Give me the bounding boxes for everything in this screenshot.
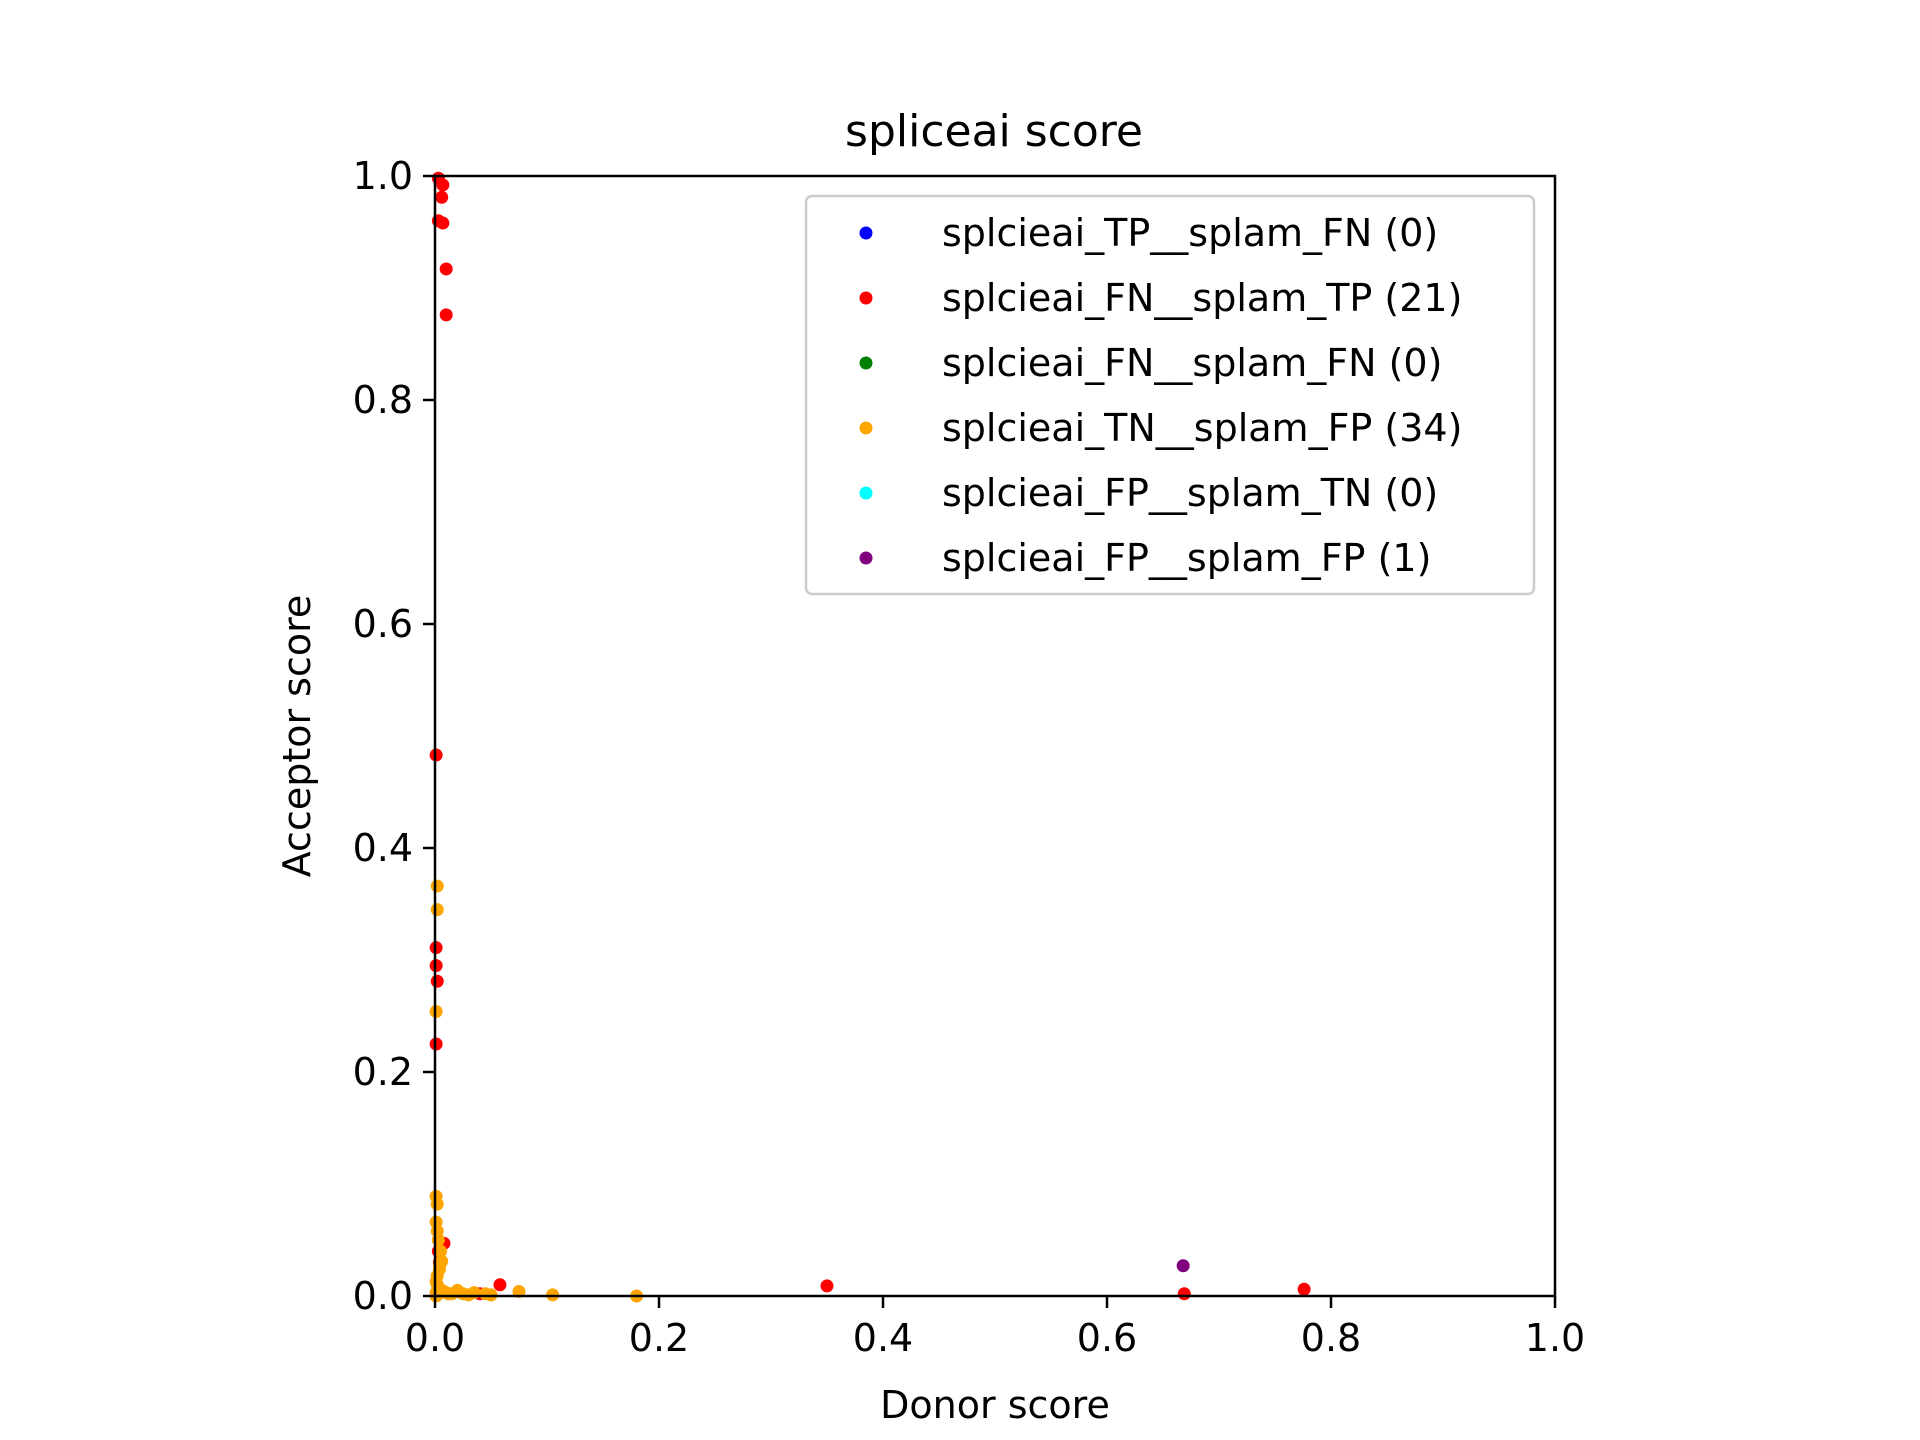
legend-series-name: splcieai_TN__splam_FP bbox=[942, 406, 1372, 450]
x-tick-label: 0.6 bbox=[1077, 1316, 1137, 1360]
legend-marker bbox=[859, 356, 873, 370]
scatter-point bbox=[1297, 1282, 1311, 1296]
legend-marker bbox=[859, 486, 873, 500]
legend-label: splcieai_FP__splam_TN (0) bbox=[942, 471, 1438, 515]
legend-series-count: (0) bbox=[1372, 211, 1438, 255]
legend-series-count: (21) bbox=[1372, 276, 1462, 320]
scatter-point bbox=[434, 1244, 448, 1258]
chart-title: spliceai score bbox=[845, 106, 1143, 157]
legend-marker bbox=[859, 421, 873, 435]
x-tick-label: 0.4 bbox=[853, 1316, 913, 1360]
axes-frame bbox=[433, 174, 1557, 1298]
y-tick-label: 0.4 bbox=[353, 826, 413, 870]
y-tick-label: 0.2 bbox=[353, 1050, 413, 1094]
legend-series-count: (0) bbox=[1377, 341, 1443, 385]
scatter-point bbox=[439, 308, 453, 322]
legend-label: splcieai_FN__splam_TP (21) bbox=[942, 276, 1462, 320]
legend-series-name: splcieai_FN__splam_TP bbox=[942, 276, 1372, 320]
scatter-point bbox=[436, 178, 450, 192]
y-axis-label: Acceptor score bbox=[275, 595, 319, 878]
scatter-point bbox=[439, 262, 453, 276]
y-tick-label: 1.0 bbox=[353, 154, 413, 198]
legend-marker bbox=[859, 551, 873, 565]
legend-label: splcieai_TN__splam_FP (34) bbox=[942, 406, 1462, 450]
x-axis-label: Donor score bbox=[880, 1383, 1110, 1427]
legend-marker bbox=[859, 226, 873, 240]
scatter-point bbox=[493, 1278, 507, 1292]
y-tick-label: 0.6 bbox=[353, 602, 413, 646]
x-tick-label: 0.2 bbox=[629, 1316, 689, 1360]
legend-series-name: splcieai_FP__splam_TN bbox=[942, 471, 1372, 515]
x-tick-label: 0.8 bbox=[1301, 1316, 1361, 1360]
scatter-point bbox=[430, 903, 444, 917]
legend-series-count: (34) bbox=[1372, 406, 1462, 450]
x-tick-label: 0.0 bbox=[405, 1316, 465, 1360]
scatter-point bbox=[820, 1279, 834, 1293]
legend-label: splcieai_FP__splam_FP (1) bbox=[942, 536, 1431, 580]
x-tick-label: 1.0 bbox=[1525, 1316, 1585, 1360]
scatter-point bbox=[435, 190, 449, 204]
y-tick-label: 0.8 bbox=[353, 378, 413, 422]
legend-label: splcieai_TP__splam_FN (0) bbox=[942, 211, 1438, 255]
scatter-point bbox=[430, 1197, 444, 1211]
y-tick-label: 0.0 bbox=[353, 1274, 413, 1318]
legend-series-name: splcieai_TP__splam_FN bbox=[942, 211, 1372, 255]
legend-series-name: splcieai_FN__splam_FN bbox=[942, 341, 1377, 385]
y-axis-ticks: 0.0 0.2 0.4 0.6 0.8 1.0 bbox=[353, 154, 435, 1318]
legend: splcieai_TP__splam_FN (0)splcieai_FN__sp… bbox=[804, 194, 1536, 596]
legend-items: splcieai_TP__splam_FN (0)splcieai_FN__sp… bbox=[859, 211, 1462, 580]
scatter-point bbox=[1176, 1259, 1190, 1273]
legend-frame bbox=[804, 194, 1536, 596]
legend-label: splcieai_FN__splam_FN (0) bbox=[942, 341, 1442, 385]
legend-series-name: splcieai_FP__splam_FP bbox=[942, 536, 1365, 580]
legend-series-count: (1) bbox=[1365, 536, 1431, 580]
scatter-point bbox=[1177, 1287, 1191, 1301]
legend-series-count: (0) bbox=[1372, 471, 1438, 515]
legend-marker bbox=[859, 291, 873, 305]
scatter-point bbox=[430, 879, 444, 893]
scatter-point bbox=[436, 216, 450, 230]
x-axis-ticks: 0.0 0.2 0.4 0.6 0.8 1.0 bbox=[405, 1296, 1585, 1360]
scatter-point bbox=[430, 974, 444, 988]
